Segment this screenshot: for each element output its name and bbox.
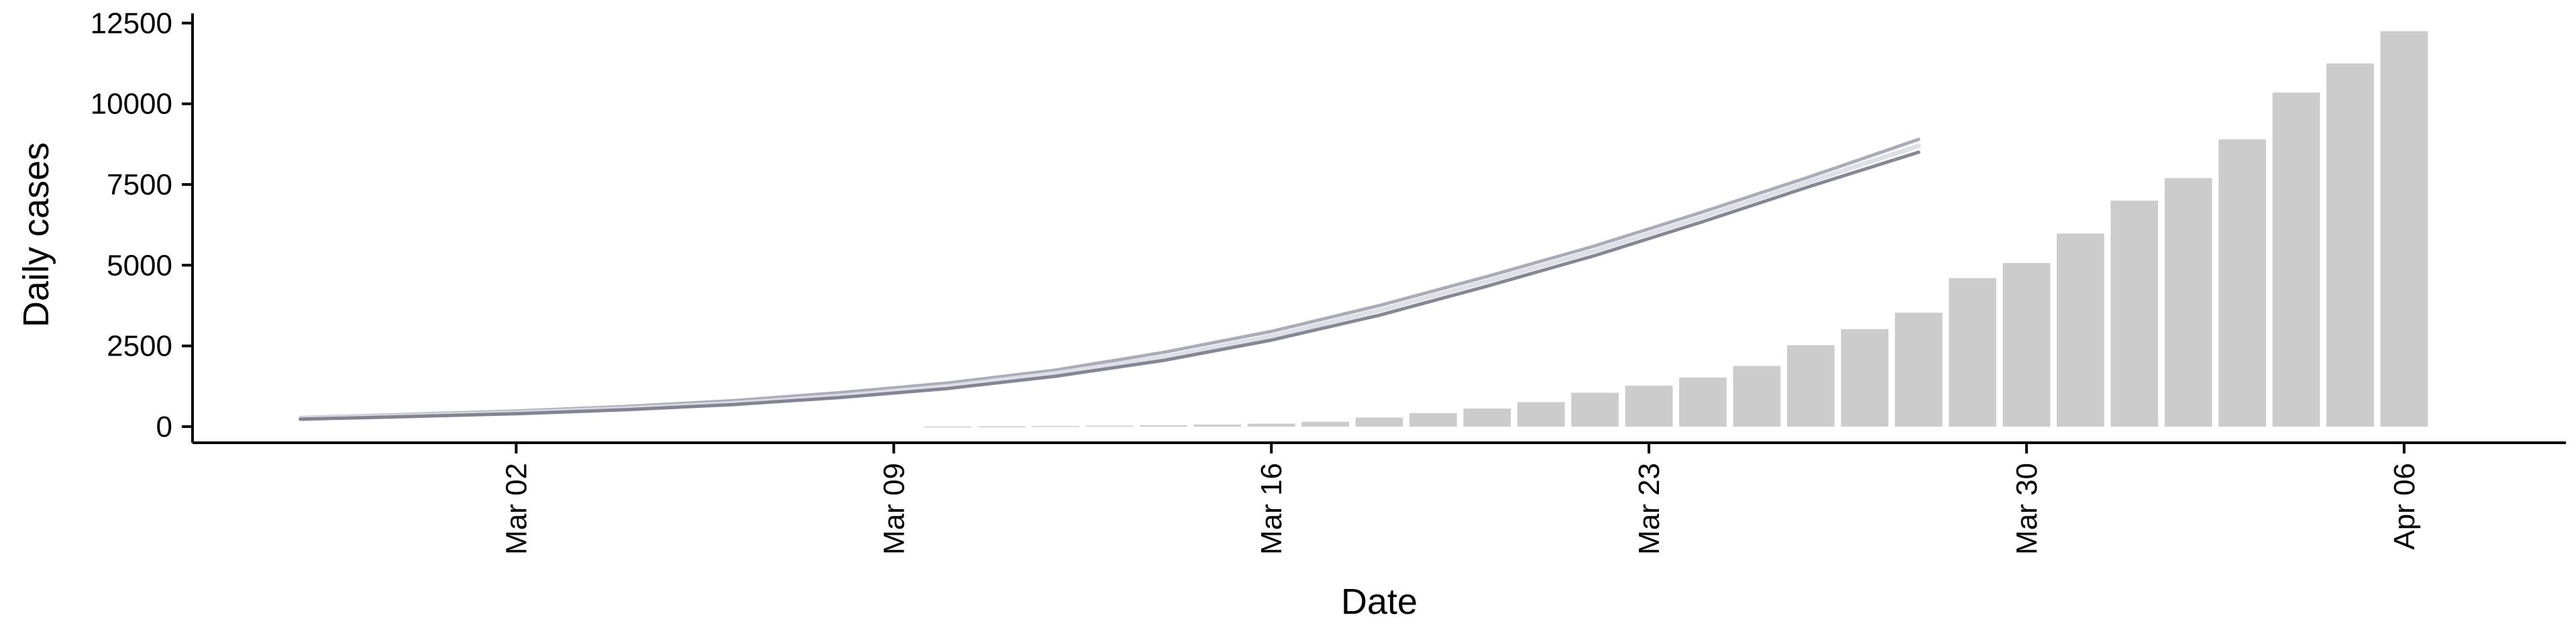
bar [2380, 31, 2428, 427]
bar [1409, 413, 1457, 427]
series-line [298, 143, 1921, 421]
x-ticks: Mar 02 Mar 09 Mar 16 Mar 23 Mar 30 Apr 06 [500, 443, 2421, 555]
bar [1193, 424, 1242, 427]
bars-layer [924, 31, 2428, 428]
x-tick-label: Mar 23 [1633, 463, 1666, 555]
x-tick-label: Mar 30 [2010, 463, 2043, 555]
bar [1949, 278, 1996, 427]
series-line [299, 150, 1921, 421]
bar [2164, 178, 2212, 427]
bar [2326, 63, 2374, 427]
y-tick-label: 10000 [91, 88, 172, 121]
bar [1247, 423, 1295, 427]
bar [1894, 313, 1943, 427]
axes-layer [191, 13, 2566, 444]
bar [1139, 425, 1187, 427]
bar [2056, 233, 2104, 427]
x-tick-label: Apr 06 [2388, 463, 2421, 550]
bar [2110, 201, 2159, 427]
bar [1841, 329, 1889, 427]
y-axis-title: Daily cases [16, 142, 56, 327]
y-tick-label: 12500 [91, 7, 172, 40]
y-tick-label: 2500 [107, 330, 172, 363]
bar [1463, 408, 1511, 427]
bar [2272, 92, 2320, 427]
bar [1355, 417, 1403, 427]
bar [924, 426, 972, 428]
bar [1301, 421, 1349, 427]
bar [2218, 139, 2266, 427]
x-axis-title: Date [1341, 582, 1417, 622]
bar [1517, 402, 1565, 427]
series-line [299, 138, 1921, 419]
bar [1733, 366, 1781, 427]
x-tick-label: Mar 09 [877, 463, 910, 555]
bar [1571, 392, 1619, 427]
y-tick-label: 7500 [107, 168, 172, 201]
y-tick-label: 0 [156, 411, 172, 443]
bar [2002, 262, 2051, 427]
bar [1085, 425, 1134, 427]
bar [1786, 345, 1835, 427]
bar [1032, 425, 1079, 427]
y-ticks: 0 2500 5000 7500 10000 12500 [91, 7, 193, 443]
bar [1625, 385, 1673, 427]
x-tick-label: Mar 02 [500, 463, 533, 555]
bar [1679, 377, 1727, 427]
y-tick-label: 5000 [107, 249, 172, 282]
x-tick-label: Mar 16 [1255, 463, 1288, 555]
bar [977, 426, 1026, 427]
lines-layer [298, 138, 1921, 421]
